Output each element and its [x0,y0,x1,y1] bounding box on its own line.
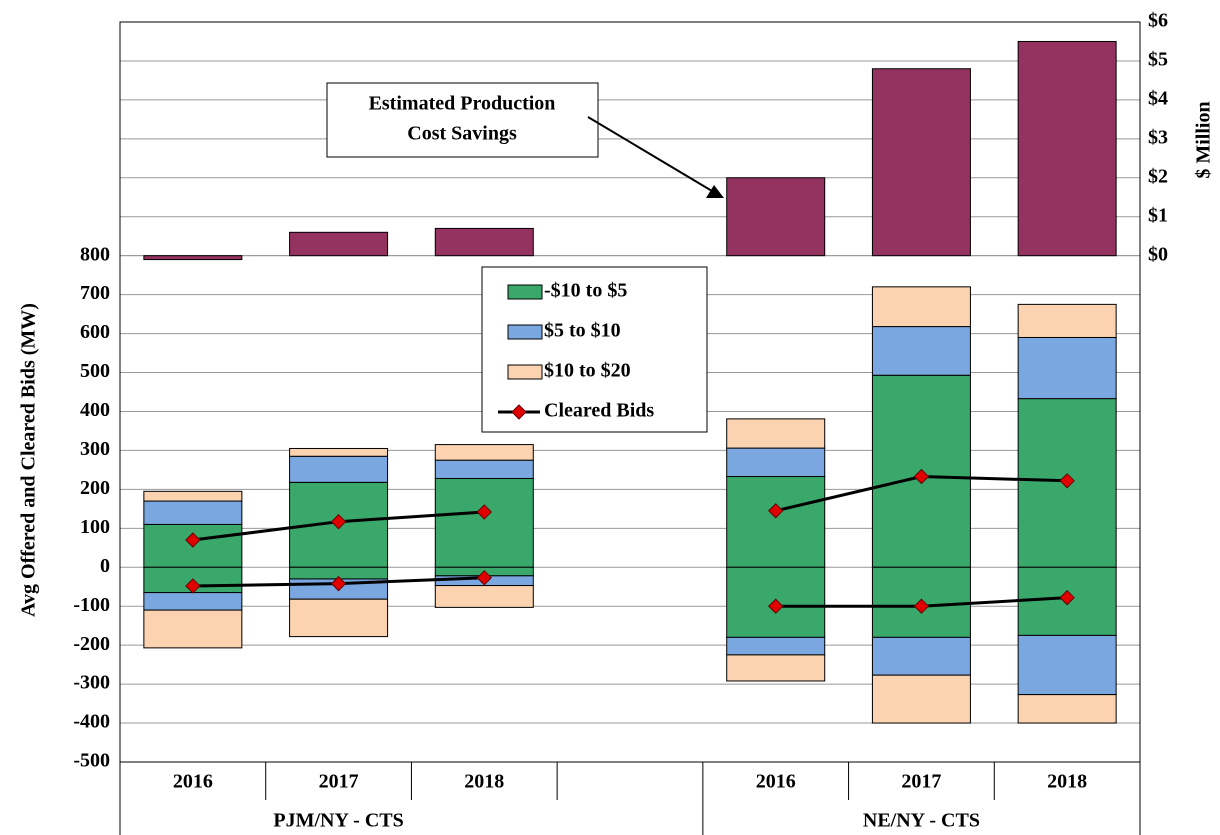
legend-label: $5 to $10 [544,320,621,342]
bar-segment [726,636,826,656]
y2-tick-label: $3 [1148,126,1168,148]
bar-segment [434,477,534,568]
bar-segment [1017,303,1117,338]
y-tick-label: -400 [73,711,110,733]
legend-label: $10 to $20 [544,360,631,382]
y-tick-label: 800 [80,243,110,265]
y-tick-label: 300 [80,438,110,460]
bar-segment [143,609,243,649]
bar-segment [871,326,971,376]
y-tick-label: 600 [80,321,110,343]
y2-tick-label: $6 [1148,10,1168,32]
x-tick-label: 2017 [319,771,359,793]
y-tick-label: 700 [80,282,110,304]
bar-segment [726,476,826,568]
cleared-marker [476,504,492,520]
y-tick-label: 100 [80,516,110,538]
bar-segment [1017,336,1117,400]
savings-bar [1017,40,1117,257]
y-tick-label: 400 [80,399,110,421]
savings-bar [143,255,243,261]
y-tick-label: -500 [73,750,110,772]
y2-axis-label: $ Million [1193,101,1215,178]
y-tick-label: -100 [73,594,110,616]
y2-tick-label: $2 [1148,165,1168,187]
bar-segment [434,444,534,461]
y-tick-label: -200 [73,633,110,655]
cleared-marker [768,598,784,614]
savings-bar [434,227,534,257]
bar-segment [289,447,389,457]
annotation-box [326,82,599,158]
legend-swatch [507,324,543,340]
cleared-marker [185,532,201,548]
group-label: PJM/NY - CTS [273,810,403,832]
savings-bar [289,231,389,257]
cleared-marker [330,513,347,530]
cleared-marker [330,575,347,592]
legend-swatch [507,284,543,300]
annotation-text: Cost Savings [407,123,517,145]
y-tick-label: 0 [100,555,110,577]
y2-tick-label: $5 [1148,49,1168,71]
bar-segment [143,592,243,611]
cleared-marker [913,598,930,614]
legend-swatch [507,364,543,380]
bar-segment [434,459,534,479]
legend-swatch [511,404,527,420]
bar-segment [726,654,826,682]
bar-segment [434,585,534,608]
y-axis-label: Avg Offered and Cleared Bids (MW) [18,303,40,617]
bar-segment [871,286,971,328]
bar-segment [871,636,971,676]
y-tick-label: 500 [80,360,110,382]
bar-segment [1017,694,1117,724]
y-tick-label: -300 [73,672,110,694]
savings-bar [871,68,971,257]
cleared-marker [476,570,492,586]
bar-segment [143,500,243,525]
x-tick-label: 2016 [173,771,213,793]
legend-label: Cleared Bids [544,400,654,422]
y2-tick-label: $4 [1148,87,1168,109]
annotation-arrowhead [706,185,724,198]
x-tick-label: 2018 [1047,771,1087,793]
y2-tick-label: $0 [1148,243,1168,265]
legend-label: -$10 to $5 [544,280,627,302]
annotation-arrow [587,116,713,192]
savings-bar [726,177,826,257]
bar-segment [289,598,389,638]
y-tick-label: 200 [80,477,110,499]
x-tick-label: 2017 [901,771,941,793]
bar-segment [1017,634,1117,696]
cleared-marker [1059,589,1075,606]
cleared-marker [185,578,201,594]
bar-segment [143,490,243,502]
x-tick-label: 2018 [464,771,504,793]
plot-border [119,21,1141,763]
annotation-text: Estimated Production [369,93,556,115]
x-tick-label: 2016 [756,771,796,793]
group-label: NE/NY - CTS [863,810,980,832]
cleared-marker [913,468,930,485]
legend: -$10 to $5 $5 to $10 $10 to $20 Cleared Bid… [481,266,708,433]
y2-tick-label: $1 [1148,204,1168,226]
cleared-marker [1059,473,1075,489]
bar-segment [726,418,826,449]
bar-segment [289,455,389,483]
bar-segment [726,447,826,478]
cleared-marker [768,503,784,519]
bar-segment [871,674,971,724]
